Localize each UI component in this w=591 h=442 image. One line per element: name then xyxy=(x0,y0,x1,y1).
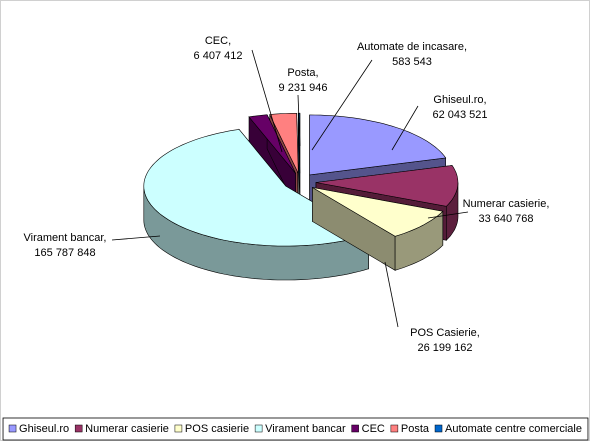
legend-label: Numerar casierie xyxy=(85,423,169,435)
legend-box xyxy=(2,417,589,441)
data-label-name: Virament bancar, xyxy=(24,232,107,244)
legend-swatch xyxy=(390,424,399,433)
slice-top xyxy=(248,114,296,174)
legend-swatch xyxy=(351,424,359,433)
legend-swatch xyxy=(74,424,83,433)
data-label-name: CEC, xyxy=(205,35,231,47)
legend-label: Automate centre comerciale xyxy=(445,423,582,435)
data-label-name: Numerar casierie, xyxy=(463,198,550,210)
leader-line xyxy=(391,105,419,151)
slice-top xyxy=(312,187,444,237)
data-label-name: Ghiseul.ro, xyxy=(433,94,486,106)
data-label-value: 6 407 412 xyxy=(194,50,243,62)
data-label-value: 62 043 521 xyxy=(432,109,487,121)
legend-label: POS casierie xyxy=(185,423,249,435)
legend-label: Virament bancar xyxy=(265,423,346,435)
leader-line xyxy=(311,59,373,151)
data-label-value: 583 543 xyxy=(392,56,432,68)
leader-line xyxy=(111,235,161,241)
data-label-value: 165 787 848 xyxy=(34,247,95,259)
leader-line xyxy=(427,211,469,219)
slice-top xyxy=(315,165,459,207)
pie-slice xyxy=(312,186,444,271)
data-label-value: 26 199 162 xyxy=(417,342,472,354)
legend-swatch xyxy=(174,424,183,433)
data-label-name: POS Casierie, xyxy=(410,327,480,339)
leader-line xyxy=(297,94,301,147)
data-label-name: Posta, xyxy=(287,67,318,79)
data-label-value: 9 231 946 xyxy=(279,82,328,94)
legend-label: CEC xyxy=(362,423,385,435)
legend-swatch xyxy=(8,424,17,433)
legend-label: Posta xyxy=(401,423,430,435)
data-label-name: Automate de incasare, xyxy=(357,41,467,53)
legend-swatch xyxy=(434,424,443,433)
leader-line xyxy=(251,49,283,153)
legend-swatch xyxy=(254,424,263,433)
leader-line xyxy=(384,261,399,328)
slice-top xyxy=(309,114,447,176)
data-label-value: 33 640 768 xyxy=(478,213,533,225)
legend-label: Ghiseul.ro xyxy=(19,423,69,435)
